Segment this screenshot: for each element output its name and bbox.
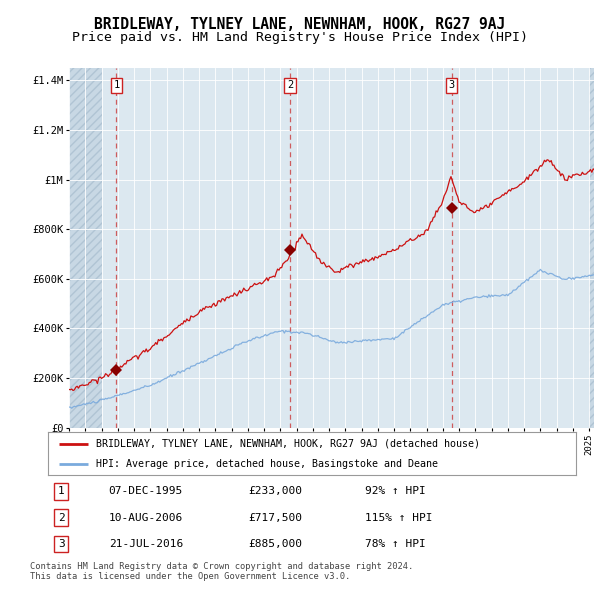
Text: 3: 3 [448, 80, 455, 90]
Text: 21-JUL-2016: 21-JUL-2016 [109, 539, 183, 549]
Text: 78% ↑ HPI: 78% ↑ HPI [365, 539, 425, 549]
Text: 115% ↑ HPI: 115% ↑ HPI [365, 513, 432, 523]
Text: 10-AUG-2006: 10-AUG-2006 [109, 513, 183, 523]
Text: 2: 2 [58, 513, 65, 523]
Text: 07-DEC-1995: 07-DEC-1995 [109, 486, 183, 496]
Text: 92% ↑ HPI: 92% ↑ HPI [365, 486, 425, 496]
Text: 1: 1 [113, 80, 119, 90]
Text: BRIDLEWAY, TYLNEY LANE, NEWNHAM, HOOK, RG27 9AJ (detached house): BRIDLEWAY, TYLNEY LANE, NEWNHAM, HOOK, R… [95, 438, 479, 448]
Text: This data is licensed under the Open Government Licence v3.0.: This data is licensed under the Open Gov… [30, 572, 350, 581]
Text: Price paid vs. HM Land Registry's House Price Index (HPI): Price paid vs. HM Land Registry's House … [72, 31, 528, 44]
Text: £717,500: £717,500 [248, 513, 302, 523]
Text: 1: 1 [58, 486, 65, 496]
Text: £885,000: £885,000 [248, 539, 302, 549]
Text: BRIDLEWAY, TYLNEY LANE, NEWNHAM, HOOK, RG27 9AJ: BRIDLEWAY, TYLNEY LANE, NEWNHAM, HOOK, R… [94, 17, 506, 31]
Text: Contains HM Land Registry data © Crown copyright and database right 2024.: Contains HM Land Registry data © Crown c… [30, 562, 413, 571]
Text: £233,000: £233,000 [248, 486, 302, 496]
Text: 2: 2 [287, 80, 293, 90]
Text: HPI: Average price, detached house, Basingstoke and Deane: HPI: Average price, detached house, Basi… [95, 459, 437, 469]
Text: 3: 3 [58, 539, 65, 549]
